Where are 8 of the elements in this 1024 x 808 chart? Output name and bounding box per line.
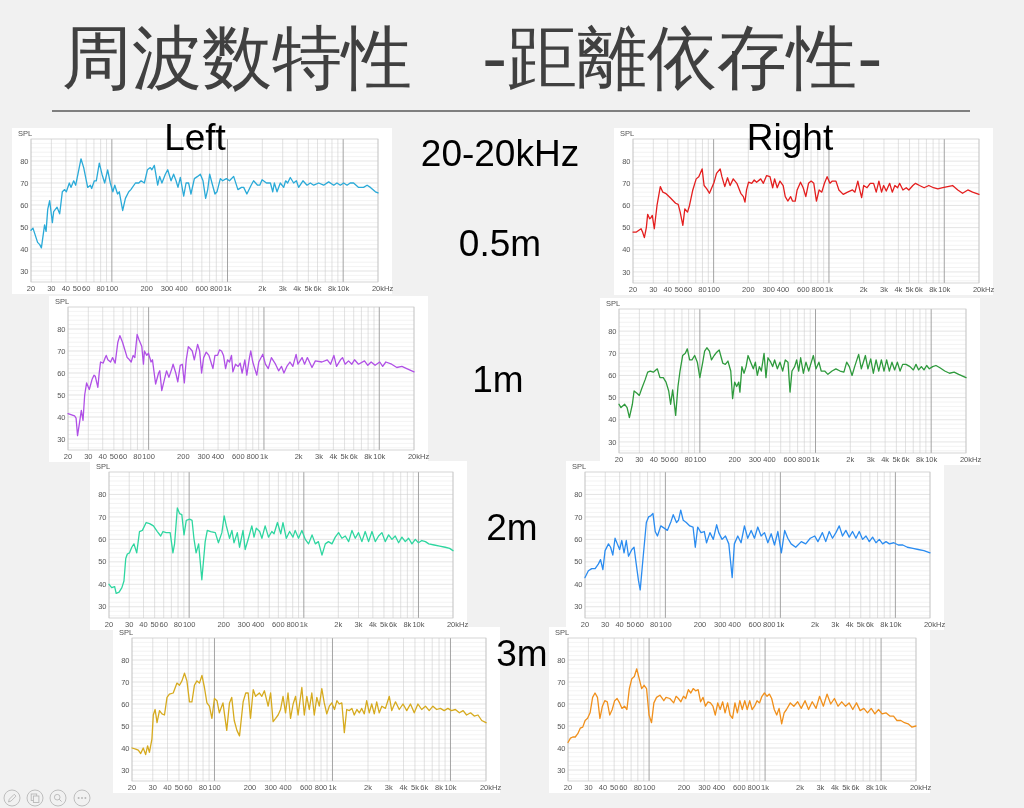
text: 3m	[496, 633, 548, 674]
annotation: Left	[164, 117, 227, 158]
text: 0.5m	[458, 223, 542, 264]
text: 1m	[472, 359, 524, 400]
annotation: Right	[746, 117, 834, 158]
text: 周波数特性 -距離依存性-	[62, 17, 883, 99]
text: 2m	[486, 507, 538, 548]
text: 20-20kHz	[420, 133, 580, 174]
